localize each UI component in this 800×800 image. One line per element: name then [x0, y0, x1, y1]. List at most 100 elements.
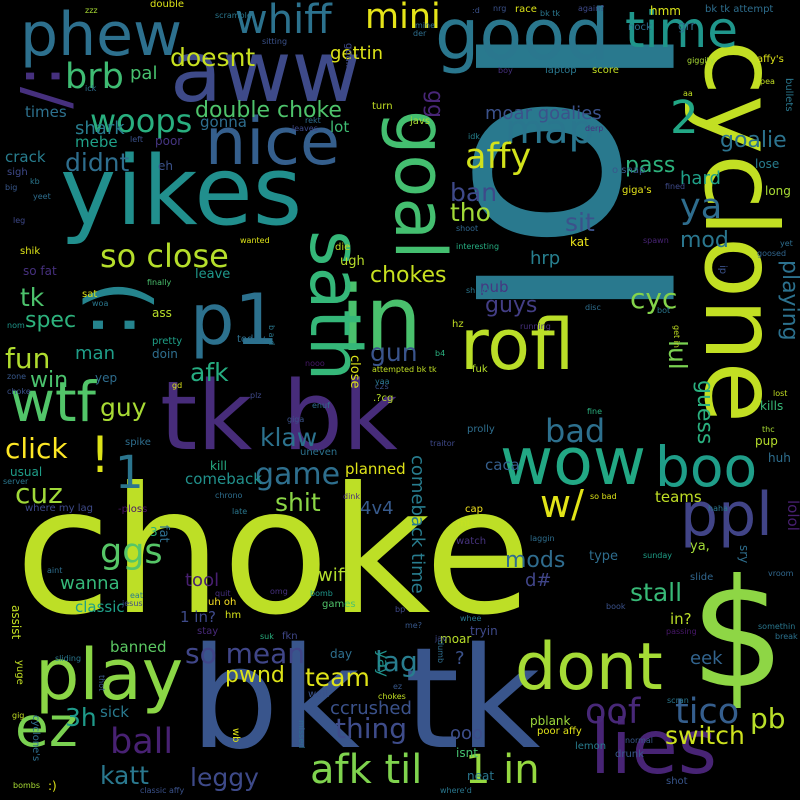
word: gun	[370, 338, 418, 367]
word: hard	[680, 168, 721, 189]
word: haha	[708, 504, 728, 513]
word: disc	[585, 303, 601, 312]
word: cap	[465, 504, 483, 515]
word: mb	[457, 518, 474, 529]
word: today	[237, 334, 266, 345]
word: man	[75, 343, 115, 364]
word: pblank	[530, 714, 571, 728]
word: chrono	[215, 491, 243, 500]
word: phew	[20, 0, 183, 70]
word: good	[435, 0, 610, 76]
word: katt	[100, 761, 149, 790]
word: where my lag	[25, 503, 93, 514]
word: oof	[585, 692, 641, 732]
word: tk	[20, 283, 45, 312]
word: pwnd	[225, 663, 285, 688]
word: ugh	[340, 254, 365, 269]
word: in	[340, 267, 423, 372]
word: $	[690, 548, 786, 722]
word: w/	[540, 482, 584, 526]
word: pea	[760, 77, 775, 86]
word: bk tk	[190, 618, 541, 781]
word: p1	[190, 279, 279, 361]
word: wow	[500, 425, 647, 500]
word: leaves	[292, 124, 318, 133]
word: gettin	[330, 43, 384, 64]
word: ez	[393, 682, 403, 691]
word: shark	[75, 118, 125, 139]
word: choke	[15, 451, 532, 654]
word: goal	[379, 110, 461, 260]
word: jesus	[122, 599, 143, 608]
word: ?	[455, 648, 465, 669]
word: laggin	[530, 534, 555, 543]
word: leg	[13, 216, 26, 225]
word: aa	[683, 89, 693, 98]
word: fun	[5, 342, 51, 375]
word: pup	[755, 434, 778, 448]
word: usual	[10, 465, 43, 479]
word: didnt	[65, 148, 130, 177]
word: .?cg	[373, 393, 394, 404]
word: sitting	[262, 37, 288, 46]
word: wifi	[318, 565, 350, 586]
word: pretty	[152, 336, 183, 347]
word: aww	[170, 23, 362, 122]
word: wanna	[60, 573, 120, 594]
word: klaw	[260, 423, 318, 452]
word: cuz	[15, 477, 63, 510]
word: fkn	[282, 631, 298, 642]
word: affy	[465, 137, 532, 177]
word: yet	[780, 239, 793, 248]
word: shrug	[466, 286, 489, 295]
word: scramble	[215, 11, 252, 20]
word: chokes	[378, 692, 406, 701]
word: lot	[330, 118, 350, 136]
word: yaa	[375, 377, 390, 386]
word: kill	[210, 459, 227, 473]
word: shoot	[456, 224, 479, 233]
word: attempted bk tk	[372, 365, 437, 374]
word: 3h	[65, 703, 97, 732]
word: nice	[205, 105, 340, 180]
word: c2s	[375, 382, 389, 391]
word: zzz	[85, 6, 98, 15]
word: sry	[737, 545, 751, 564]
word: game	[255, 457, 341, 492]
word: leggy	[190, 763, 259, 792]
word: get in	[672, 325, 681, 348]
word: die	[335, 242, 351, 253]
word: ez	[15, 695, 78, 759]
word: stall	[630, 578, 683, 607]
word: map	[505, 107, 594, 153]
word: tk bk	[160, 362, 398, 472]
word: double choke	[195, 98, 342, 123]
word: mod	[680, 228, 729, 253]
word: nock	[628, 22, 652, 33]
word: wb	[230, 728, 241, 743]
word: 1	[115, 446, 144, 499]
word: hz	[452, 319, 464, 330]
word: 3	[150, 525, 158, 539]
word: suk	[260, 632, 274, 641]
word: zone	[7, 372, 27, 381]
word: spike	[125, 437, 151, 448]
word: affy's	[757, 54, 784, 65]
word: gd	[172, 381, 183, 390]
word: kills	[760, 399, 784, 413]
word: nrg	[493, 4, 507, 13]
word: yeet	[33, 192, 51, 201]
word: wanted	[240, 236, 270, 245]
word: spawn	[643, 236, 669, 245]
word: leave	[195, 267, 231, 282]
word: yep	[95, 371, 118, 385]
word: interesting	[456, 242, 500, 251]
word: lies	[590, 703, 717, 791]
word: goosed	[757, 249, 787, 258]
word: ban	[450, 178, 498, 207]
word: scran	[667, 696, 689, 705]
word: again?	[578, 4, 605, 13]
word: normal	[625, 736, 654, 745]
word: ccrushed	[330, 698, 412, 719]
